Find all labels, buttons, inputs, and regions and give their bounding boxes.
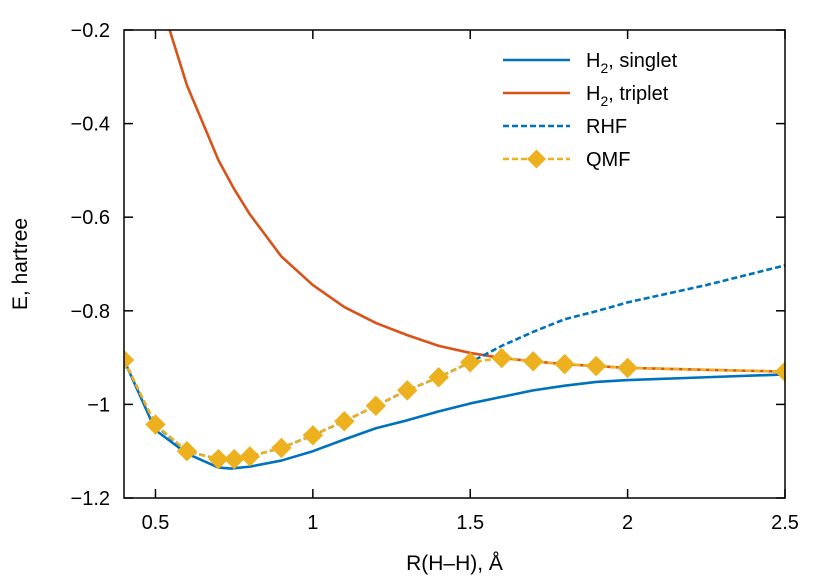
y-tick-label: −0.6 (71, 207, 110, 229)
series-2-group (124, 264, 785, 461)
legend: H2, singlet H2, triplet RHF QMF (503, 50, 678, 171)
qmf-point (124, 349, 135, 371)
qmf-point (239, 446, 261, 467)
series-line-1 (168, 30, 785, 373)
x-tick-label: 2 (622, 512, 633, 534)
x-tick-label: 2.5 (771, 512, 799, 534)
qmf-point (397, 380, 418, 401)
series-layer (124, 30, 785, 470)
qmf-point (208, 448, 229, 470)
x-tick-label: 0.5 (142, 512, 170, 534)
qmf-point (428, 367, 449, 388)
qmf-point (554, 353, 575, 375)
y-tick-label: −0.8 (71, 301, 110, 323)
ticks-layer: 0.5 1 1.5 2 2.5 −0.2 −0.4 −0.6 −0.8 −1 −1.2 (71, 20, 799, 534)
qmf-point (145, 414, 166, 435)
legend-label-1: H2, triplet (586, 83, 669, 109)
qmf-point (774, 361, 785, 382)
qmf-point (365, 395, 387, 417)
qmf-point (491, 347, 512, 369)
series-1-group (168, 30, 785, 373)
y-axis-label: E, hartree (9, 218, 32, 310)
y-tick-label: −0.4 (71, 114, 110, 136)
y-tick-label: −1 (87, 394, 110, 416)
x-tick-label: 1.5 (456, 512, 484, 534)
legend-label-0: H2, singlet (586, 50, 678, 76)
legend-label-2: RHF (586, 116, 627, 138)
qmf-point (334, 411, 355, 432)
legend-label-3: QMF (586, 149, 630, 171)
qmf-point (617, 357, 638, 379)
x-axis-label: R(H–H), Å (406, 552, 503, 575)
qmf-point (585, 355, 607, 377)
series-3-group (124, 347, 785, 470)
qmf-point (302, 425, 324, 446)
series-0-group (124, 359, 785, 470)
qmf-point (176, 440, 198, 462)
y-tick-label: −0.2 (71, 20, 110, 42)
qmf-point (522, 351, 544, 372)
legend-marker-3 (527, 149, 546, 169)
qmf-point (460, 352, 481, 373)
plot-frame (123, 29, 786, 499)
qmf-point (223, 448, 245, 470)
series-line-0 (124, 359, 785, 470)
qmf-point (271, 437, 292, 459)
y-tick-label: −1.2 (71, 488, 110, 510)
series-line-2 (124, 264, 785, 461)
x-tick-label: 1 (307, 512, 318, 534)
